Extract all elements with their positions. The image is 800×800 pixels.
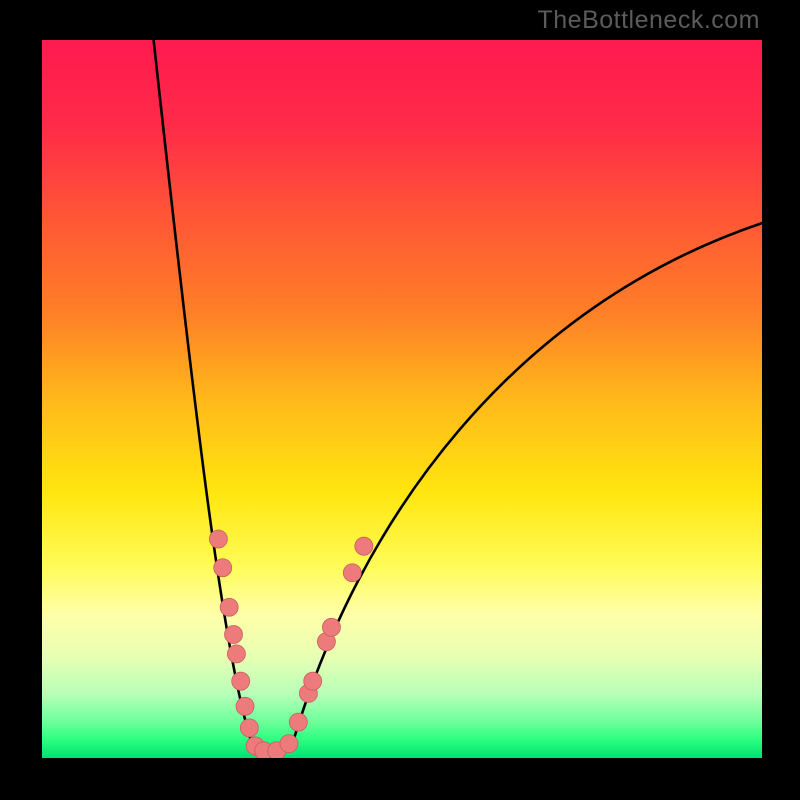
data-point-marker <box>236 697 254 715</box>
data-point-marker <box>322 618 340 636</box>
data-point-marker <box>209 530 227 548</box>
data-point-marker <box>280 735 298 753</box>
watermark-text: TheBottleneck.com <box>538 6 761 35</box>
data-point-marker <box>225 626 243 644</box>
left-arm-curve <box>154 40 255 751</box>
data-point-marker <box>240 719 258 737</box>
chart-canvas: TheBottleneck.com <box>0 0 800 800</box>
data-point-marker <box>232 672 250 690</box>
data-point-marker <box>289 713 307 731</box>
curve-layer <box>42 40 762 758</box>
data-point-marker <box>227 645 245 663</box>
right-arm-curve <box>290 223 762 751</box>
data-point-marker <box>355 537 373 555</box>
data-point-marker <box>304 672 322 690</box>
plot-area <box>42 40 762 758</box>
data-point-marker <box>214 559 232 577</box>
data-point-marker <box>343 564 361 582</box>
data-point-marker <box>220 598 238 616</box>
